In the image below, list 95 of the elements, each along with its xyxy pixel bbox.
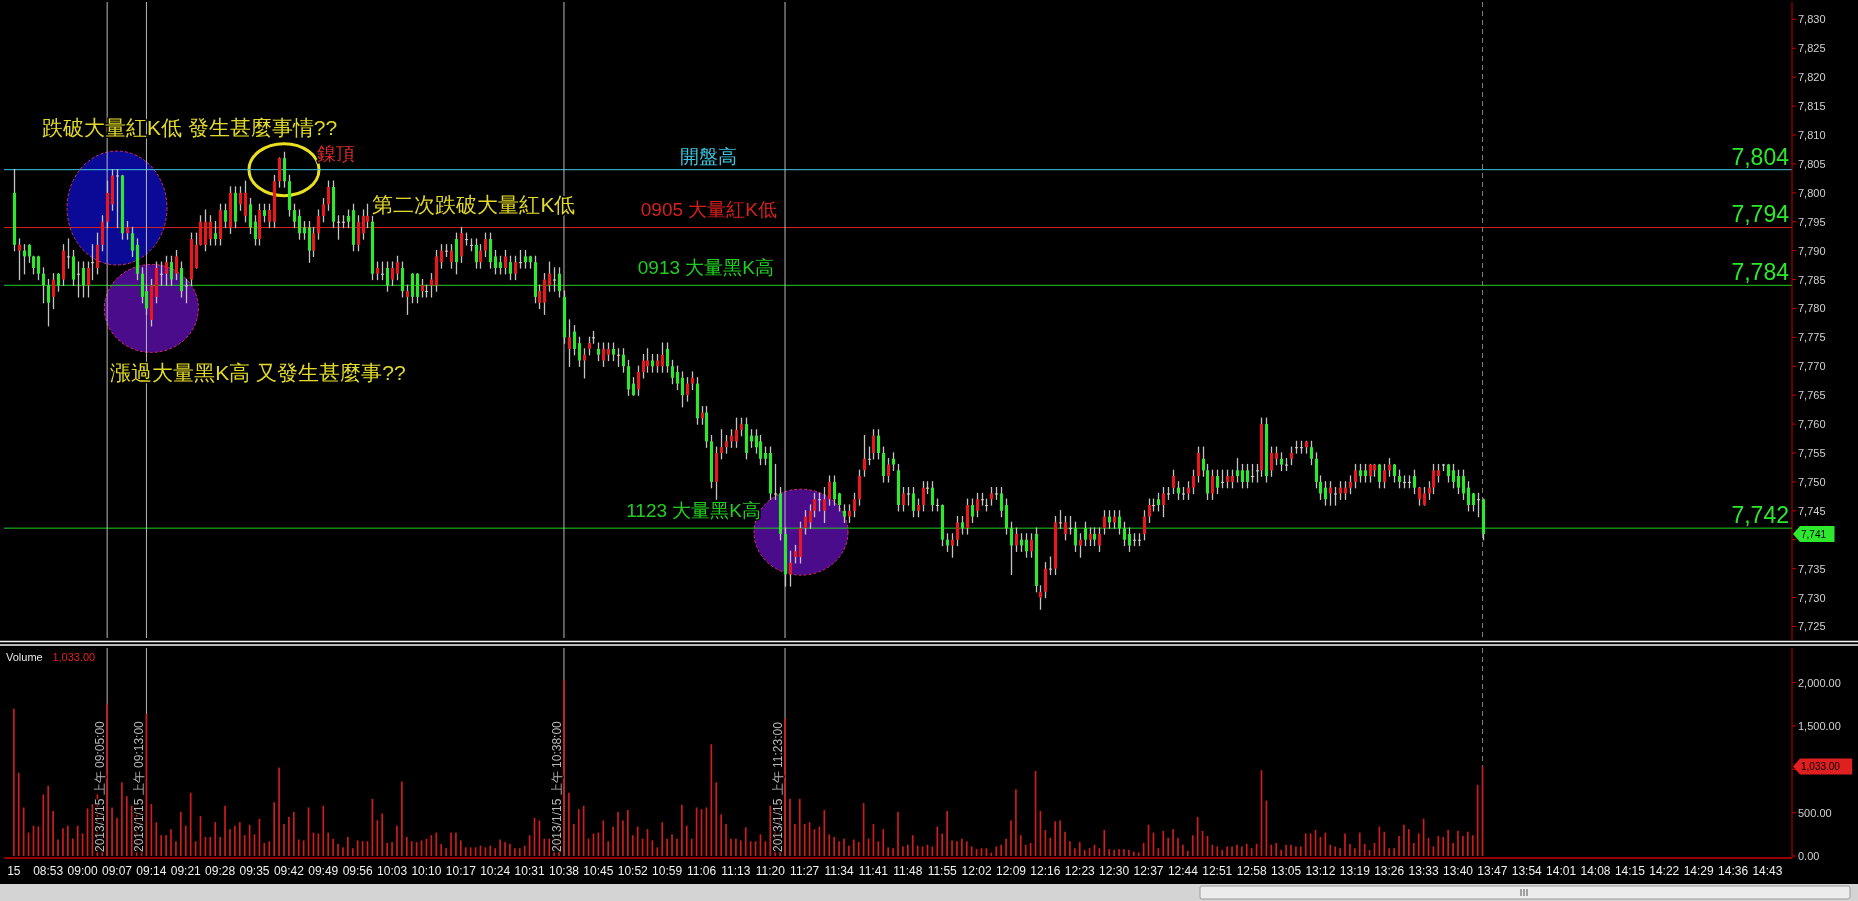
x-tick-label: 09:42 <box>273 864 305 878</box>
x-tick-label: 09:35 <box>239 864 270 878</box>
x-tick-label: 13:05 <box>1271 864 1302 878</box>
x-tick-label: 12:30 <box>1099 864 1130 878</box>
annotation: 7,794 <box>1731 201 1790 228</box>
x-tick-label: 11:41 <box>858 864 889 878</box>
y-tick-label: 7,755 <box>1798 446 1826 459</box>
x-tick-label: 13:26 <box>1374 864 1405 878</box>
x-tick-label: 11:06 <box>686 864 717 878</box>
annotation: 第二次跌破大量紅K低 <box>372 193 576 217</box>
ref-line-label: 2013/1/15 上午 09:05:00 <box>93 720 108 852</box>
annotation: 鎳頂 <box>316 142 355 164</box>
y-tick-label: 7,795 <box>1798 215 1826 228</box>
x-tick-label: 12:16 <box>1030 864 1061 878</box>
x-tick-label: 13:12 <box>1305 864 1336 878</box>
chart-title: Volume <box>6 651 43 663</box>
x-tick-label: 10:59 <box>652 864 683 878</box>
x-tick-label: 09:56 <box>342 864 374 878</box>
x-tick-label: 11:55 <box>927 864 958 878</box>
x-tick-label: 14:15 <box>1614 864 1646 878</box>
y-tick-label: 7,825 <box>1798 42 1826 55</box>
x-tick-label: 12:44 <box>1167 864 1199 878</box>
ref-line-label: 0913 大量黑K高 <box>637 257 774 279</box>
y-tick-label: 2,000.00 <box>1798 676 1841 689</box>
annotation: 7,742 <box>1731 502 1789 529</box>
x-tick-label: 11:48 <box>893 864 923 878</box>
x-tick-label: 08:53 <box>33 864 64 878</box>
x-tick-label: 10:03 <box>377 864 408 878</box>
x-tick-label: 13:40 <box>1442 864 1474 878</box>
annotation: 7,804 <box>1731 143 1790 170</box>
y-tick-label: 7,780 <box>1798 302 1826 315</box>
y-tick-label: 7,775 <box>1798 331 1826 344</box>
x-tick-label: 14:29 <box>1683 864 1715 878</box>
x-tick-label: 10:38 <box>548 864 580 878</box>
x-tick-label: 10:31 <box>514 864 545 878</box>
y-tick-label: 7,745 <box>1798 504 1826 517</box>
ref-line-label: 2013/1/15 上午 09:13:00 <box>132 720 147 852</box>
x-tick-label: 12:02 <box>961 864 992 878</box>
y-tick-label: 7,810 <box>1798 128 1826 141</box>
x-tick-label: 12:09 <box>995 864 1027 878</box>
annotation: 1,033.00 <box>52 651 96 663</box>
y-tick-label: 7,770 <box>1798 360 1826 373</box>
x-tick-label: 13:47 <box>1477 864 1508 878</box>
x-tick-label: 09:07 <box>101 864 133 878</box>
x-tick-label: 10:52 <box>617 864 649 878</box>
y-tick-label: 500.00 <box>1798 806 1832 819</box>
y-tick-label: 7,815 <box>1798 100 1826 113</box>
y-tick-label: 7,750 <box>1798 475 1826 488</box>
x-tick-label: 14:36 <box>1718 864 1749 878</box>
x-tick-label: 12:51 <box>1202 864 1233 878</box>
x-tick-label: 09:28 <box>205 864 236 878</box>
x-tick-label: 13:33 <box>1408 864 1439 878</box>
ref-line-label: 2013/1/15 上午 11:23:00 <box>771 721 786 852</box>
x-tick-label: 10:45 <box>583 864 614 878</box>
y-tick-label: 7,785 <box>1798 273 1826 286</box>
x-tick-label: 14:22 <box>1649 864 1680 878</box>
x-tick-label: 14:01 <box>1546 864 1577 878</box>
x-tick-label: 12:58 <box>1236 864 1268 878</box>
ref-line-label: 1123 大量黑K高 <box>626 500 761 522</box>
x-tick-label: 10:17 <box>445 864 477 878</box>
text: 1,033.00 <box>1801 761 1841 773</box>
x-tick-label: 11:20 <box>755 864 786 878</box>
x-tick-label: 09:49 <box>308 864 339 878</box>
x-tick-label: 12:23 <box>1064 864 1096 878</box>
x-tick-label: 09:21 <box>170 864 202 878</box>
ref-line-label: 0905 大量紅K低 <box>640 199 777 221</box>
ref-line-label: 開盤高 <box>679 145 737 167</box>
x-tick-label: 15 <box>7 864 21 878</box>
y-tick-label: 7,820 <box>1798 71 1826 84</box>
y-tick-label: 1,500.00 <box>1798 720 1841 732</box>
y-tick-label: 7,735 <box>1798 562 1826 575</box>
y-tick-label: 7,730 <box>1798 591 1826 604</box>
x-tick-label: 10:10 <box>411 864 442 878</box>
y-tick-label: 7,800 <box>1798 186 1826 199</box>
ref-line-label: 2013/1/15 上午 10:38:00 <box>549 720 564 852</box>
y-tick-label: 7,830 <box>1798 13 1826 26</box>
x-tick-label: 13:19 <box>1339 864 1371 878</box>
text: 7,741 <box>1801 528 1827 540</box>
x-tick-label: 11:13 <box>721 864 751 878</box>
x-tick-label: 11:34 <box>824 864 854 878</box>
y-tick-label: 7,725 <box>1798 620 1826 633</box>
y-tick-label: 7,760 <box>1798 418 1826 431</box>
x-tick-label: 12:37 <box>1133 864 1164 878</box>
y-tick-label: 7,790 <box>1798 244 1826 257</box>
x-tick-label: 10:24 <box>480 864 511 878</box>
annotation: 7,784 <box>1731 259 1790 286</box>
x-tick-label: 09:00 <box>67 864 98 878</box>
y-tick-label: 7,765 <box>1798 389 1826 402</box>
x-tick-label: 11:27 <box>790 864 820 878</box>
y-tick-label: 0.00 <box>1798 850 1820 862</box>
x-tick-label: 13:54 <box>1511 864 1543 878</box>
x-tick-label: 14:08 <box>1580 864 1611 878</box>
y-tick-label: 7,805 <box>1798 157 1826 170</box>
x-tick-label: 14:43 <box>1752 864 1783 878</box>
x-tick-label: 09:14 <box>136 864 167 878</box>
